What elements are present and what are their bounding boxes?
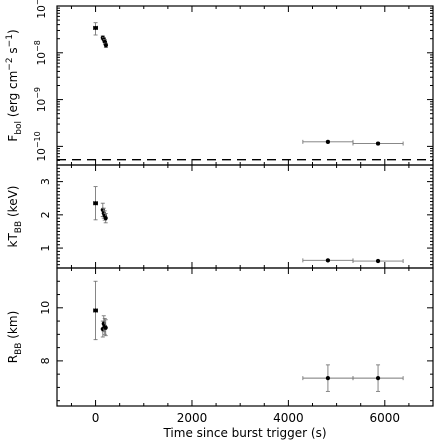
data-marker <box>93 201 98 206</box>
y-tick-label: 10−8 <box>33 40 48 65</box>
data-point <box>93 22 98 36</box>
y-tick-label: 1 <box>39 245 52 252</box>
data-point <box>352 258 404 264</box>
data-marker <box>103 325 108 330</box>
data-marker <box>375 376 381 381</box>
y-axis-label: Fbol (erg cm−2 s−1) <box>5 29 24 141</box>
data-marker <box>325 139 331 144</box>
data-point <box>352 364 404 392</box>
y-tick-label: 3 <box>39 178 52 185</box>
x-tick-label: 6000 <box>370 411 401 425</box>
data-marker <box>325 376 331 381</box>
data-marker <box>375 141 381 146</box>
x-axis-label: Time since burst trigger (s) <box>162 426 326 440</box>
x-tick-label: 4000 <box>273 411 304 425</box>
data-point <box>103 213 108 224</box>
y-tick-label: 10 <box>39 301 52 315</box>
panel-radius: 8 10 0 2000 4000 6000 RBB (km) <box>6 267 434 425</box>
panel-temperature: 1 2 3 kTBB (keV) <box>6 164 434 269</box>
data-point <box>103 319 108 337</box>
data-marker <box>375 258 381 264</box>
y-tick-label: 2 <box>39 211 52 218</box>
panel-frame <box>56 164 434 269</box>
y-tick-label: 10−7 <box>33 0 48 19</box>
data-point <box>93 186 98 221</box>
panel-flux: 10−10 10−9 10−8 10−7 Fbol (erg cm−2 s−1) <box>5 0 434 166</box>
data-point <box>302 139 354 144</box>
data-point <box>93 280 98 341</box>
panels: 10−10 10−9 10−8 10−7 Fbol (erg cm−2 s−1) 1 2 3 k… <box>5 0 434 425</box>
x-tick-label: 2000 <box>177 411 208 425</box>
y-axis-label: kTBB (keV) <box>6 186 24 248</box>
y-tick-label: 10−10 <box>33 131 48 161</box>
y-tick-label: 10−9 <box>33 87 48 112</box>
panel-frame <box>56 5 434 166</box>
data-point <box>352 141 404 146</box>
data-point <box>302 258 354 263</box>
data-marker <box>103 43 109 48</box>
panel-frame <box>56 267 434 407</box>
data-marker <box>93 308 98 313</box>
x-tick-label: 0 <box>92 411 100 425</box>
data-marker <box>103 216 108 221</box>
data-marker <box>325 258 331 263</box>
data-point <box>302 364 354 392</box>
data-point <box>103 42 109 48</box>
data-marker <box>93 25 98 31</box>
y-axis-label: RBB (km) <box>6 311 24 364</box>
y-tick-label: 8 <box>39 357 52 364</box>
